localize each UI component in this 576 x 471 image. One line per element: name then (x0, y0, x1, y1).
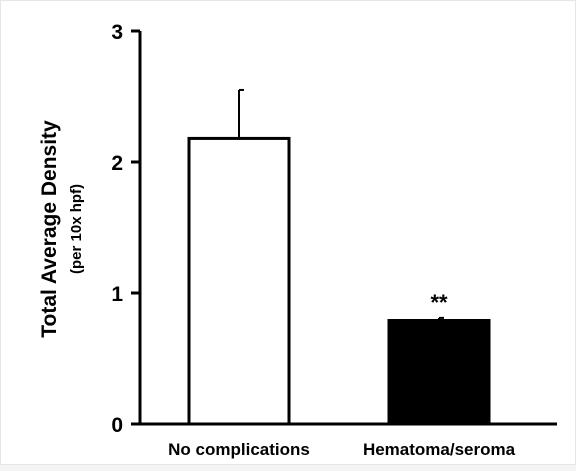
y-tick-label-0: 0 (111, 414, 123, 437)
bar-2 (387, 319, 491, 426)
y-tick-label-3: 3 (111, 21, 123, 44)
x-tick-label-2: Hematoma/seroma (363, 440, 516, 459)
x-tick-label-1: No complications (168, 440, 310, 459)
y-axis-subtitle: (per 10x hpf) (68, 184, 85, 274)
y-tick-label-1: 1 (111, 283, 123, 306)
y-axis-title: Total Average Density (38, 120, 61, 338)
significance-marker-2: ** (430, 290, 448, 315)
y-tick-label-2: 2 (111, 152, 123, 175)
bar-1 (187, 136, 291, 426)
